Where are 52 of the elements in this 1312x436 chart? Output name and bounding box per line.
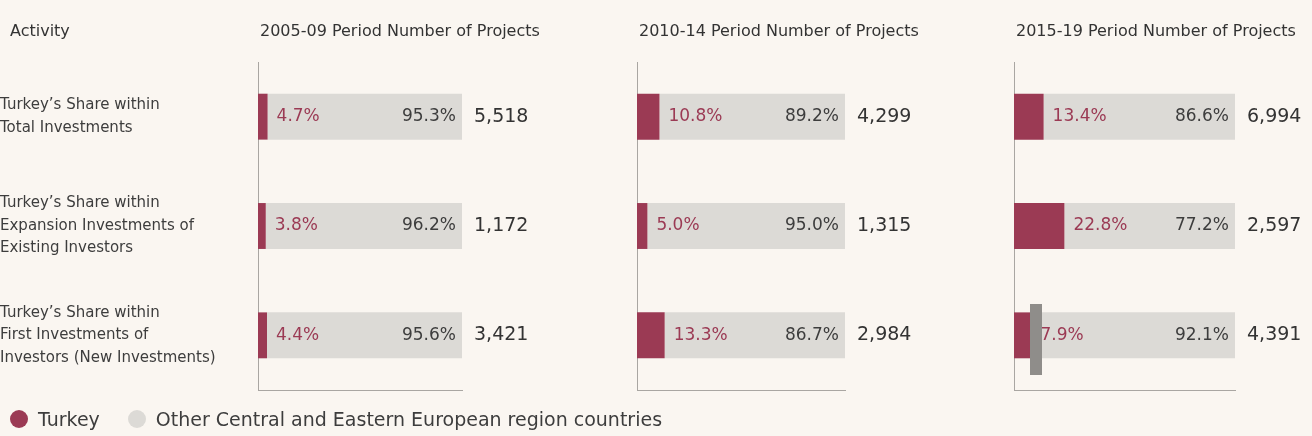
data-label: 89.2% bbox=[784, 105, 839, 126]
bar bbox=[659, 93, 845, 140]
text: 3,421 bbox=[474, 322, 529, 345]
bar bbox=[1014, 93, 1044, 140]
text: 1,172 bbox=[474, 212, 529, 235]
bar bbox=[1064, 203, 1235, 249]
bar bbox=[265, 203, 462, 249]
bar bbox=[1014, 203, 1065, 249]
y-axis-title: Activity bbox=[10, 21, 70, 40]
data-label: 86.6% bbox=[1174, 105, 1229, 126]
data-label: 4.4% bbox=[275, 323, 320, 344]
text: 5,518 bbox=[474, 103, 529, 126]
y-tick-label: Turkey’s Share within First Investments of Investors (New Investments) bbox=[0, 302, 216, 366]
text: 4,299 bbox=[857, 103, 912, 126]
data-label: 95.6% bbox=[401, 323, 456, 344]
data-label: 95.0% bbox=[784, 214, 839, 235]
bar bbox=[1043, 93, 1235, 140]
data-label: 10.8% bbox=[668, 105, 723, 126]
data-label: 4.7% bbox=[276, 105, 320, 126]
chart-title: 2005-09 Period Number of Projects bbox=[260, 21, 540, 40]
bar bbox=[647, 203, 845, 249]
data-label: 77.2% bbox=[1174, 214, 1229, 235]
bar bbox=[258, 93, 268, 140]
data-label: 95.3% bbox=[401, 105, 456, 126]
data-label: 3.8% bbox=[274, 214, 318, 235]
bar bbox=[664, 312, 845, 359]
text: 1,315 bbox=[857, 212, 912, 235]
data-label: 86.7% bbox=[784, 323, 839, 344]
data-label: 7.9% bbox=[1040, 323, 1084, 344]
bar bbox=[266, 312, 462, 359]
bar bbox=[258, 203, 266, 249]
bar bbox=[267, 93, 462, 140]
y-tick-label: Turkey’s Share within Total Investments bbox=[0, 95, 160, 136]
bar bbox=[637, 93, 660, 140]
text: 2,597 bbox=[1247, 212, 1302, 235]
chart-title: 2010-14 Period Number of Projects bbox=[639, 21, 919, 40]
data-label: 92.1% bbox=[1174, 323, 1229, 344]
legend-label: Turkey bbox=[38, 408, 100, 430]
y-tick-label: Turkey’s Share within Expansion Investments of Existing Investors bbox=[0, 193, 195, 257]
text: 2,984 bbox=[857, 322, 912, 345]
data-label: 96.2% bbox=[401, 214, 456, 235]
bar bbox=[637, 312, 665, 359]
data-label: 13.3% bbox=[673, 323, 728, 344]
text: 4,391 bbox=[1247, 322, 1302, 345]
text: 6,994 bbox=[1247, 103, 1302, 126]
bar bbox=[258, 312, 267, 359]
data-label: 13.4% bbox=[1052, 105, 1107, 126]
data-label: 22.8% bbox=[1073, 214, 1128, 235]
data-label: 5.0% bbox=[656, 214, 700, 235]
bar bbox=[637, 203, 648, 249]
legend-label: Other Central and Eastern European region countries bbox=[155, 408, 663, 430]
chart-title: 2015-19 Period Number of Projects bbox=[1016, 21, 1296, 40]
